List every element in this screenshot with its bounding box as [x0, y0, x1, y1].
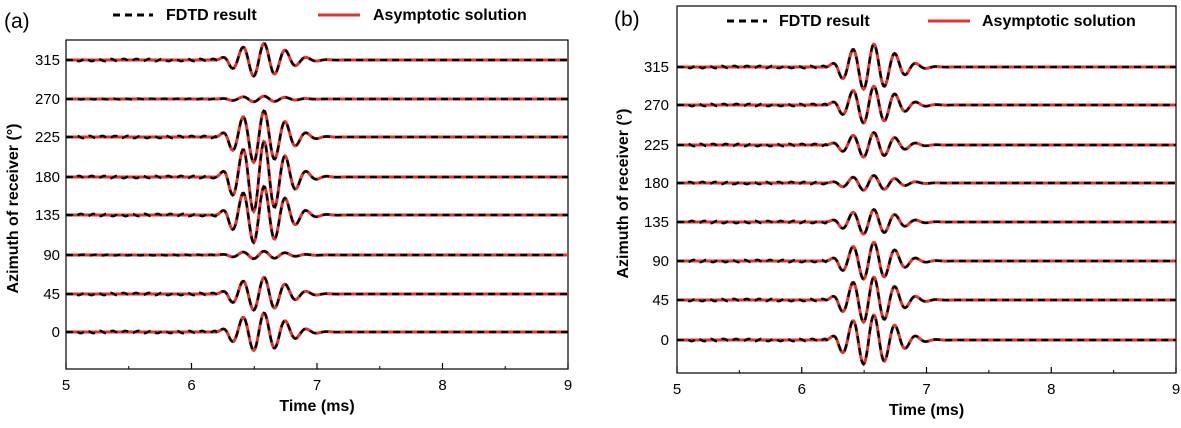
x-tick-label: 8 [1047, 381, 1055, 398]
trace-fdtd-180 [66, 139, 568, 214]
trace-fdtd-315 [677, 42, 1176, 91]
y-tick-label: 225 [35, 129, 60, 146]
trace-fdtd-45 [66, 276, 568, 312]
y-tick-label: 135 [644, 214, 669, 231]
y-tick-label: 90 [652, 253, 669, 270]
legend-label-asymptotic: Asymptotic solution [373, 7, 527, 24]
y-tick-label: 0 [661, 332, 669, 349]
y-axis-title: Azimuth of receiver (°) [5, 124, 22, 294]
trace-fdtd-135 [677, 208, 1176, 236]
trace-fdtd-315 [66, 42, 568, 78]
trace-fdtd-270 [677, 84, 1176, 125]
trace-fdtd-0 [66, 311, 568, 352]
plot-frame [65, 39, 569, 370]
y-tick-label: 45 [652, 292, 669, 309]
x-tick-label: 6 [798, 381, 806, 398]
trace-fdtd-270 [66, 94, 568, 103]
x-tick-label: 9 [564, 377, 572, 394]
y-tick-label: 225 [644, 137, 669, 154]
x-tick-label: 9 [1172, 381, 1180, 398]
panel-b: 5 6 7 8 9 Time (ms) Azimuth of receiver (°) 0 45… [614, 5, 1180, 419]
y-tick-label: 0 [52, 324, 60, 341]
panel-a: 5 6 7 8 9 Time (ms) Azimuth of receiver (°) 0 45… [4, 7, 572, 415]
panel-label: (a) [4, 10, 30, 33]
trace-fdtd-45 [677, 275, 1176, 324]
x-tick-label: 7 [922, 381, 930, 398]
y-tick-label: 45 [43, 286, 60, 303]
y-axis-title: Azimuth of receiver (°) [615, 109, 632, 279]
y-tick-label: 315 [35, 52, 60, 69]
trace-asymptotic-90 [677, 240, 1176, 282]
x-tick-label: 8 [438, 377, 446, 394]
y-tick-label: 270 [644, 97, 669, 114]
x-axis-title: Time (ms) [889, 402, 964, 419]
x-axis-title: Time (ms) [279, 398, 354, 415]
traces-group [677, 42, 1176, 367]
legend-label-fdtd: FDTD result [166, 7, 257, 24]
trace-fdtd-225 [66, 109, 568, 165]
y-tick-label: 180 [35, 169, 60, 186]
trace-fdtd-90 [677, 240, 1176, 281]
panel-label: (b) [614, 8, 640, 31]
legend-label-asymptotic: Asymptotic solution [982, 13, 1136, 30]
legend-label-fdtd: FDTD result [779, 13, 870, 30]
x-tick-label: 5 [62, 377, 70, 394]
trace-fdtd-225 [677, 131, 1176, 159]
y-tick-label: 270 [35, 91, 60, 108]
y-tick-label: 180 [644, 175, 669, 192]
trace-fdtd-180 [677, 174, 1176, 192]
trace-fdtd-0 [677, 313, 1176, 366]
trace-asymptotic-0 [677, 313, 1176, 367]
y-tick-label: 315 [644, 59, 669, 76]
trace-fdtd-90 [66, 250, 568, 260]
y-tick-label: 90 [43, 247, 60, 264]
plot-frame [676, 5, 1177, 374]
traces-group [66, 41, 568, 353]
y-tick-label: 135 [35, 207, 60, 224]
x-tick-label: 6 [187, 377, 195, 394]
x-tick-label: 5 [673, 381, 681, 398]
x-tick-label: 7 [313, 377, 321, 394]
trace-asymptotic-270 [677, 84, 1176, 126]
trace-fdtd-135 [66, 184, 568, 245]
